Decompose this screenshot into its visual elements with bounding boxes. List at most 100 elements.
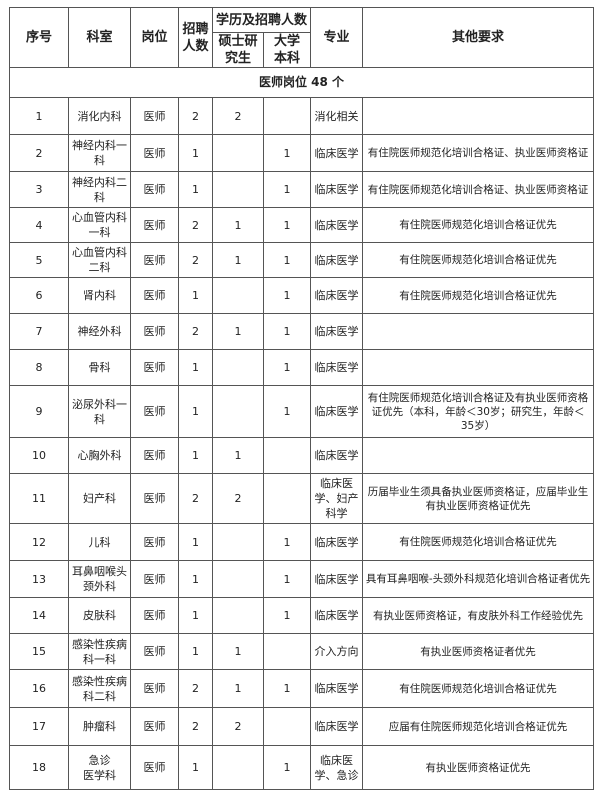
cell-bachelor: 1	[262, 597, 312, 634]
table-row: 2 神经内科一科 医师 1 1 临床医学 有住院医师规范化培训合格证、执业医师资格证	[9, 134, 595, 172]
cell-bachelor: 1	[262, 523, 312, 561]
table-row: 15 感染性疾病科一科 医师 1 1 介入方向 有执业医师资格证者优先	[9, 633, 595, 670]
cell-dept: 急诊 医学科	[68, 745, 131, 790]
cell-other: 有住院医师规范化培训合格证优先	[362, 277, 595, 314]
cell-seq: 12	[9, 523, 69, 561]
cell-other: 有住院医师规范化培训合格证优先	[362, 669, 595, 708]
cell-other: 具有耳鼻咽喉-头颈外科规范化培训合格证者优先	[362, 560, 595, 598]
table-row: 17 肿瘤科 医师 2 2 临床医学 应届有住院医师规范化培训合格证优先	[9, 707, 595, 746]
cell-bachelor: 1	[262, 134, 312, 172]
header-seq: 序号	[9, 7, 69, 68]
cell-other	[362, 349, 595, 386]
cell-master	[212, 171, 264, 208]
cell-master: 1	[212, 633, 264, 670]
cell-other: 有执业医师资格证优先	[362, 745, 595, 790]
cell-dept: 感染性疾病科二科	[68, 669, 131, 708]
cell-bachelor: 1	[262, 745, 312, 790]
cell-major: 临床医学	[310, 277, 364, 314]
cell-seq: 13	[9, 560, 69, 598]
cell-other: 应届有住院医师规范化培训合格证优先	[362, 707, 595, 746]
cell-seq: 5	[9, 242, 69, 278]
cell-seq: 15	[9, 633, 69, 670]
cell-major: 介入方向	[310, 633, 364, 670]
cell-other: 有住院医师规范化培训合格证优先	[362, 207, 595, 243]
table-row: 16 感染性疾病科二科 医师 2 1 1 临床医学 有住院医师规范化培训合格证优先	[9, 669, 595, 708]
cell-master: 1	[212, 669, 264, 708]
cell-other: 有住院医师规范化培训合格证、执业医师资格证	[362, 171, 595, 208]
cell-post: 医师	[130, 633, 179, 670]
cell-master: 1	[212, 437, 264, 474]
cell-bachelor: 1	[262, 171, 312, 208]
cell-master: 1	[212, 313, 264, 350]
header-master: 硕士研 究生	[212, 32, 264, 68]
cell-dept: 神经内科二科	[68, 171, 131, 208]
cell-major: 临床医学	[310, 171, 364, 208]
header-edu-group: 学历及招聘人数	[211, 7, 312, 33]
cell-seq: 17	[9, 707, 69, 746]
cell-post: 医师	[130, 207, 179, 243]
cell-post: 医师	[130, 313, 179, 350]
table-row: 7 神经外科 医师 2 1 1 临床医学	[9, 313, 595, 350]
header-bachelor: 大学 本科	[262, 32, 312, 68]
cell-bachelor	[262, 437, 312, 474]
cell-major: 临床医学	[310, 669, 364, 708]
cell-post: 医师	[130, 597, 179, 634]
table-row: 13 耳鼻咽喉头颈外科 医师 1 1 临床医学 具有耳鼻咽喉-头颈外科规范化培训合格证者优先	[9, 560, 595, 598]
cell-other: 有执业医师资格证者优先	[362, 633, 595, 670]
cell-bachelor	[262, 97, 312, 135]
cell-dept: 消化内科	[68, 97, 131, 135]
cell-dept: 妇产科	[68, 473, 131, 524]
cell-master	[212, 560, 264, 598]
cell-count: 2	[178, 313, 213, 350]
header-post: 岗位	[130, 7, 179, 68]
cell-count: 1	[178, 385, 213, 438]
cell-seq: 14	[9, 597, 69, 634]
cell-seq: 1	[9, 97, 69, 135]
cell-count: 1	[178, 523, 213, 561]
cell-bachelor: 1	[262, 385, 312, 438]
cell-post: 医师	[130, 277, 179, 314]
cell-post: 医师	[130, 134, 179, 172]
cell-count: 2	[178, 669, 213, 708]
cell-dept: 耳鼻咽喉头颈外科	[68, 560, 131, 598]
cell-dept: 骨科	[68, 349, 131, 386]
cell-other	[362, 313, 595, 350]
cell-master: 1	[212, 207, 264, 243]
cell-count: 1	[178, 277, 213, 314]
cell-seq: 2	[9, 134, 69, 172]
table-row: 9 泌尿外科一科 医师 1 1 临床医学 有住院医师规范化培训合格证及有执业医师资格证优先（…	[9, 385, 595, 438]
cell-bachelor: 1	[262, 669, 312, 708]
cell-bachelor	[262, 633, 312, 670]
cell-bachelor	[262, 473, 312, 524]
cell-count: 1	[178, 560, 213, 598]
cell-dept: 神经内科一科	[68, 134, 131, 172]
cell-master	[212, 134, 264, 172]
cell-count: 1	[178, 134, 213, 172]
cell-post: 医师	[130, 523, 179, 561]
cell-bachelor: 1	[262, 277, 312, 314]
cell-count: 1	[178, 597, 213, 634]
cell-major: 临床医 学、急诊	[310, 745, 364, 790]
cell-master	[212, 277, 264, 314]
cell-other	[362, 97, 595, 135]
cell-master	[212, 349, 264, 386]
header-major: 专业	[310, 7, 364, 68]
cell-seq: 11	[9, 473, 69, 524]
table-row: 12 儿科 医师 1 1 临床医学 有住院医师规范化培训合格证优先	[9, 523, 595, 561]
table-row: 10 心胸外科 医师 1 1 临床医学	[9, 437, 595, 474]
table-row: 6 肾内科 医师 1 1 临床医学 有住院医师规范化培训合格证优先	[9, 277, 595, 314]
table-row: 1 消化内科 医师 2 2 消化相关	[9, 97, 595, 135]
cell-dept: 肾内科	[68, 277, 131, 314]
cell-seq: 9	[9, 385, 69, 438]
cell-dept: 心血管内科一科	[68, 207, 131, 243]
header-count: 招聘 人数	[178, 7, 213, 68]
table-row: 3 神经内科二科 医师 1 1 临床医学 有住院医师规范化培训合格证、执业医师资格证	[9, 171, 595, 208]
cell-count: 1	[178, 349, 213, 386]
cell-seq: 6	[9, 277, 69, 314]
cell-major: 临床医学	[310, 707, 364, 746]
cell-bachelor: 1	[262, 349, 312, 386]
cell-master: 2	[212, 97, 264, 135]
cell-count: 1	[178, 171, 213, 208]
cell-seq: 8	[9, 349, 69, 386]
cell-bachelor: 1	[262, 560, 312, 598]
